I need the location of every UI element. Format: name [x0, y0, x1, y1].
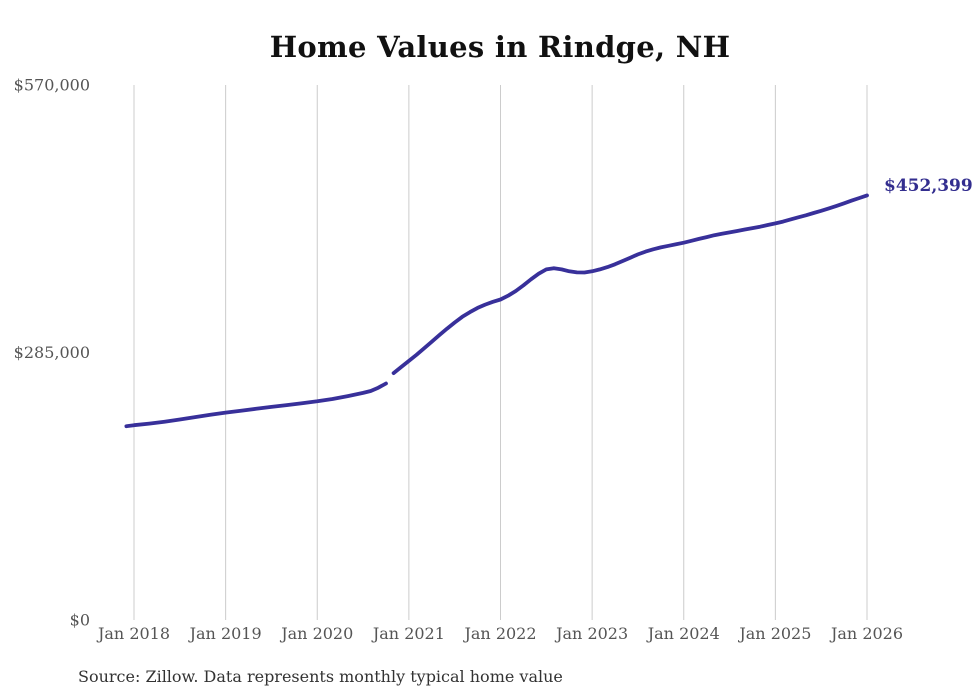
x-axis-tick-label: Jan 2020	[279, 624, 353, 643]
x-axis-tick-label: Jan 2021	[371, 624, 445, 643]
home-value-line	[124, 381, 388, 429]
source-note: Source: Zillow. Data represents monthly …	[78, 667, 563, 686]
chart-title: Home Values in Rindge, NH	[269, 30, 731, 64]
x-axis-tick-label: Jan 2022	[462, 624, 536, 643]
x-axis-tick-label: Jan 2018	[96, 624, 170, 643]
home-value-line	[391, 193, 869, 376]
x-axis-tick-label: Jan 2019	[188, 624, 262, 643]
x-axis-tick-label: Jan 2024	[646, 624, 720, 643]
end-value-label: $452,399	[884, 176, 973, 196]
x-axis-tick-label: Jan 2023	[554, 624, 628, 643]
y-axis-tick-label: $285,000	[14, 343, 90, 362]
y-axis-tick-label: $570,000	[14, 76, 90, 95]
x-axis-tick-label: Jan 2025	[737, 624, 811, 643]
y-axis-tick-label: $0	[70, 611, 90, 630]
x-axis-tick-label: Jan 2026	[829, 624, 903, 643]
